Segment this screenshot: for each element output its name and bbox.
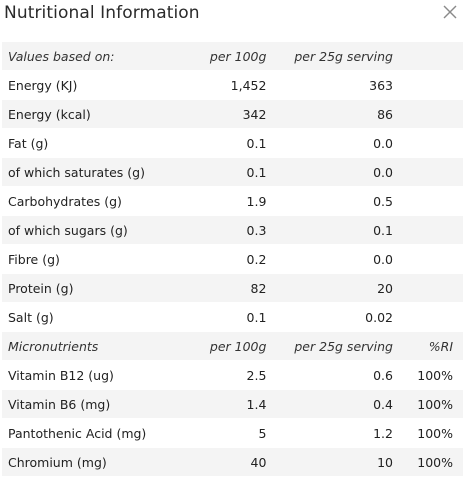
nutrient-name: of which saturates (g) <box>2 157 173 187</box>
nutrient-serving: 0.0 <box>266 157 393 187</box>
macros-header-label: Values based on: <box>2 42 173 71</box>
nutrient-ri <box>393 186 463 216</box>
nutrient-name: Carbohydrates (g) <box>2 186 173 216</box>
nutrient-name: Energy (kcal) <box>2 99 173 129</box>
nutrient-per100: 0.1 <box>172 128 267 158</box>
nutrient-serving: 20 <box>266 273 393 303</box>
micros-header-row: Micronutrients per 100g per 25g serving … <box>2 331 463 361</box>
micronutrient-per100: 1.4 <box>172 389 267 419</box>
macros-header-serving: per 25g serving <box>266 42 393 71</box>
table-row: Salt (g) 0.1 0.02 <box>2 302 463 332</box>
macros-header-row: Values based on: per 100g per 25g servin… <box>2 42 463 71</box>
table-row: Carbohydrates (g) 1.9 0.5 <box>2 186 463 216</box>
nutrition-table: Values based on: per 100g per 25g servin… <box>2 42 463 477</box>
nutrient-ri <box>393 99 463 129</box>
nutrient-serving: 86 <box>266 99 393 129</box>
table-row: Vitamin B6 (mg) 1.4 0.4 100% <box>2 389 463 419</box>
nutrient-serving: 0.02 <box>266 302 393 332</box>
table-row: Protein (g) 82 20 <box>2 273 463 303</box>
table-row: Vitamin B12 (ug) 2.5 0.6 100% <box>2 360 463 390</box>
micronutrient-serving: 10 <box>266 447 393 477</box>
nutrient-ri <box>393 302 463 332</box>
nutrient-ri <box>393 157 463 187</box>
table-row: Energy (KJ) 1,452 363 <box>2 70 463 100</box>
nutrient-ri <box>393 70 463 100</box>
micronutrient-ri: 100% <box>393 447 463 477</box>
micronutrient-name: Vitamin B12 (ug) <box>2 360 173 390</box>
nutrient-serving: 363 <box>266 70 393 100</box>
micros-header-per100: per 100g <box>172 331 267 361</box>
macros-header-ri <box>393 42 463 71</box>
micronutrient-per100: 5 <box>172 418 267 448</box>
nutrient-serving: 0.1 <box>266 215 393 245</box>
nutrient-name: Energy (KJ) <box>2 70 173 100</box>
nutrient-per100: 342 <box>172 99 267 129</box>
table-row: Pantothenic Acid (mg) 5 1.2 100% <box>2 418 463 448</box>
nutrient-name: Protein (g) <box>2 273 173 303</box>
micronutrient-serving: 0.6 <box>266 360 393 390</box>
nutrient-ri <box>393 244 463 274</box>
micronutrient-ri: 100% <box>393 389 463 419</box>
micronutrient-per100: 40 <box>172 447 267 477</box>
nutrient-ri <box>393 273 463 303</box>
micronutrient-ri: 100% <box>393 360 463 390</box>
micronutrient-name: Chromium (mg) <box>2 447 173 477</box>
micronutrient-name: Pantothenic Acid (mg) <box>2 418 173 448</box>
nutrient-per100: 0.2 <box>172 244 267 274</box>
dialog-header: Nutritional Information <box>0 0 465 40</box>
micros-header-serving: per 25g serving <box>266 331 393 361</box>
nutrient-serving: 0.0 <box>266 128 393 158</box>
nutrient-name: Fat (g) <box>2 128 173 158</box>
nutrient-per100: 1.9 <box>172 186 267 216</box>
table-row: Fibre (g) 0.2 0.0 <box>2 244 463 274</box>
micronutrient-name: Vitamin B6 (mg) <box>2 389 173 419</box>
nutrient-name: Salt (g) <box>2 302 173 332</box>
table-row: Chromium (mg) 40 10 100% <box>2 447 463 477</box>
micronutrient-per100: 2.5 <box>172 360 267 390</box>
nutrient-per100: 0.1 <box>172 302 267 332</box>
nutrient-per100: 0.1 <box>172 157 267 187</box>
nutrient-name: of which sugars (g) <box>2 215 173 245</box>
table-row: of which sugars (g) 0.3 0.1 <box>2 215 463 245</box>
close-icon <box>443 5 457 19</box>
table-row: Energy (kcal) 342 86 <box>2 99 463 129</box>
micronutrient-serving: 1.2 <box>266 418 393 448</box>
nutrient-per100: 82 <box>172 273 267 303</box>
close-button[interactable] <box>441 3 459 21</box>
micronutrient-serving: 0.4 <box>266 389 393 419</box>
nutrient-serving: 0.0 <box>266 244 393 274</box>
table-row: Fat (g) 0.1 0.0 <box>2 128 463 158</box>
nutrient-per100: 1,452 <box>172 70 267 100</box>
micros-header-ri: %RI <box>393 331 463 361</box>
nutrient-ri <box>393 128 463 158</box>
macros-header-per100: per 100g <box>172 42 267 71</box>
micros-header-label: Micronutrients <box>2 331 173 361</box>
nutrient-name: Fibre (g) <box>2 244 173 274</box>
nutrient-per100: 0.3 <box>172 215 267 245</box>
table-row: of which saturates (g) 0.1 0.0 <box>2 157 463 187</box>
micronutrient-ri: 100% <box>393 418 463 448</box>
dialog-title: Nutritional Information <box>4 3 200 23</box>
nutrient-serving: 0.5 <box>266 186 393 216</box>
nutrient-ri <box>393 215 463 245</box>
